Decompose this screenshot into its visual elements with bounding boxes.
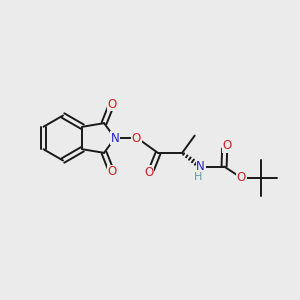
- Text: H: H: [194, 172, 202, 182]
- Text: O: O: [222, 139, 231, 152]
- Text: O: O: [108, 165, 117, 178]
- Text: O: O: [237, 171, 246, 184]
- Text: N: N: [196, 160, 205, 173]
- Text: N: N: [110, 131, 119, 145]
- Text: O: O: [108, 98, 117, 111]
- Text: O: O: [145, 166, 154, 179]
- Text: O: O: [132, 131, 141, 145]
